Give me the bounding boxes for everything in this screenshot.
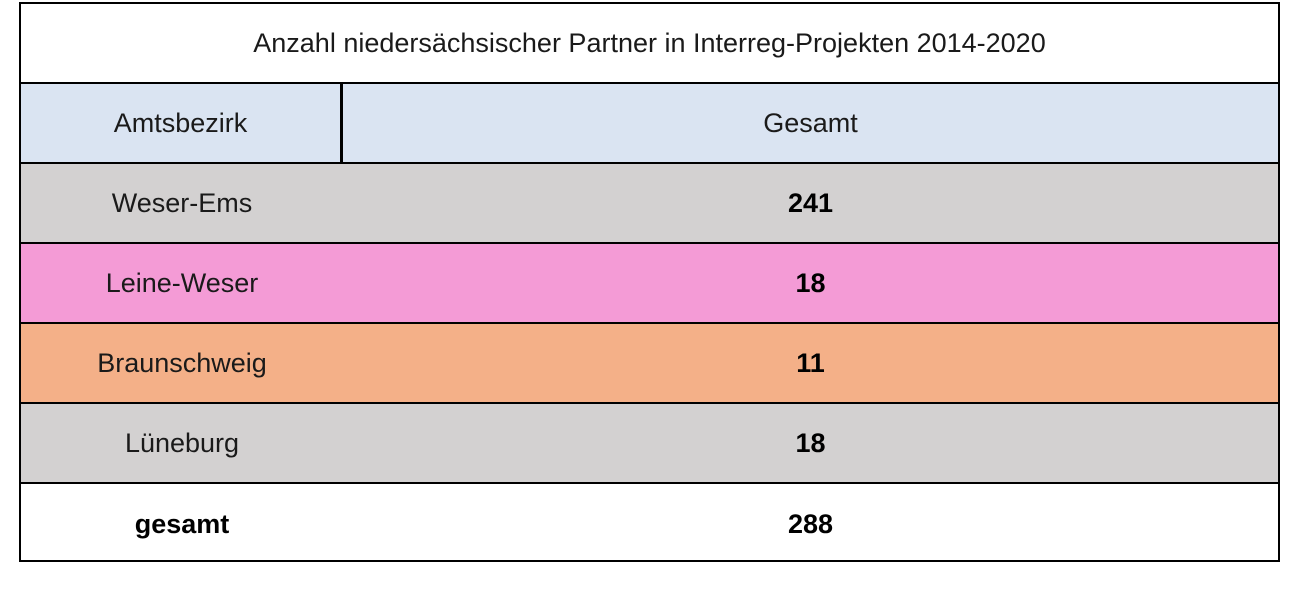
- row-label: Leine-Weser: [105, 267, 259, 298]
- row-value: 18: [795, 267, 826, 298]
- total-row: gesamt 288: [21, 484, 1278, 564]
- row-label: Weser-Ems: [111, 187, 253, 218]
- table-row: Braunschweig 11: [21, 324, 1278, 404]
- header-gesamt: Gesamt: [763, 107, 858, 138]
- partner-table: Anzahl niedersächsischer Partner in Inte…: [19, 2, 1280, 562]
- table-title: Anzahl niedersächsischer Partner in Inte…: [21, 4, 1278, 84]
- header-amtsbezirk: Amtsbezirk: [21, 84, 343, 162]
- table-row: Leine-Weser 18: [21, 244, 1278, 324]
- row-label: Lüneburg: [124, 427, 240, 458]
- row-label: Braunschweig: [97, 347, 267, 378]
- table-row: Lüneburg 18: [21, 404, 1278, 484]
- row-value: 241: [787, 187, 834, 218]
- table-row: Weser-Ems 241: [21, 164, 1278, 244]
- row-value: 18: [795, 427, 826, 458]
- total-label: gesamt: [134, 508, 230, 539]
- row-value: 11: [796, 347, 825, 378]
- total-value: 288: [787, 508, 834, 539]
- header-row: Amtsbezirk Gesamt: [21, 84, 1278, 164]
